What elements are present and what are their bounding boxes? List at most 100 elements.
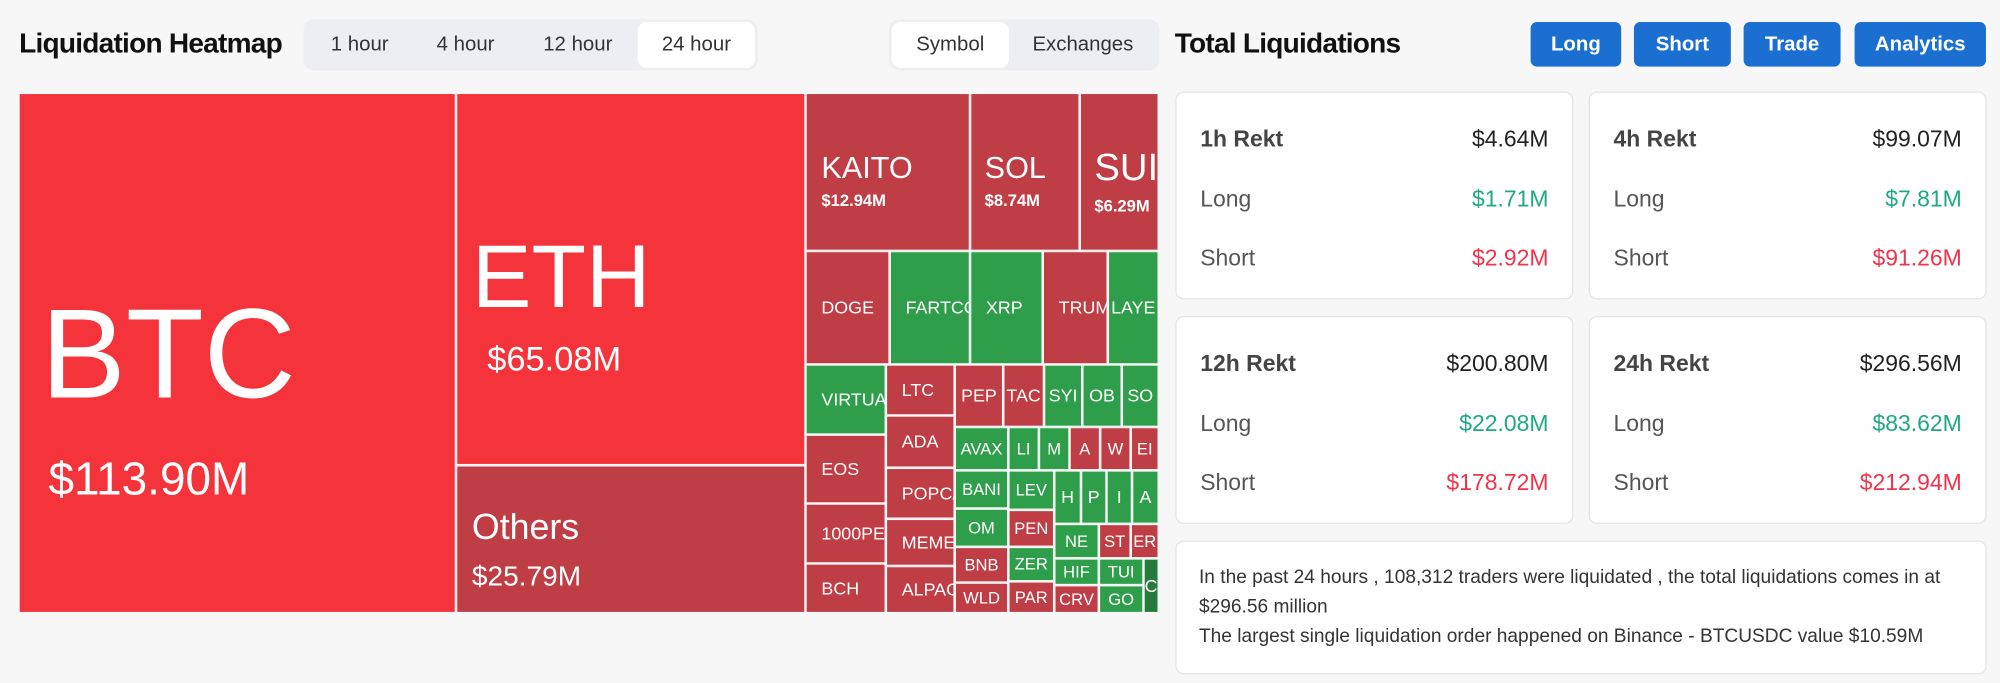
tile[interactable]: OB <box>1082 365 1122 427</box>
tile[interactable]: SO <box>1122 365 1159 427</box>
tile[interactable]: EOS <box>806 435 886 503</box>
card-row-value: $212.94M <box>1860 469 1962 495</box>
button-label[interactable]: Trade <box>1765 33 1819 55</box>
tile[interactable]: SYI <box>1044 365 1082 427</box>
tile[interactable]: LEV <box>1008 470 1054 510</box>
tile[interactable]: ETH $65.08M <box>456 93 805 465</box>
tile[interactable]: PEN <box>1008 510 1054 547</box>
tile[interactable]: WLD <box>955 583 1008 613</box>
tile[interactable]: BANI <box>955 470 1008 508</box>
button-label[interactable]: Analytics <box>1875 33 1966 55</box>
tile-bg <box>1082 365 1122 427</box>
tile[interactable]: Others $25.79M <box>456 465 805 613</box>
tile-bg <box>1054 558 1099 585</box>
button[interactable] <box>1743 21 1841 67</box>
tile-bg <box>1100 427 1131 470</box>
tile[interactable]: PEP <box>955 365 1003 427</box>
tile[interactable]: C <box>1144 558 1159 613</box>
tile[interactable]: BTC $113.90M <box>19 93 456 613</box>
rekt-card <box>1588 91 1987 300</box>
tile[interactable]: HIF <box>1054 558 1099 585</box>
card-row-value: $22.08M <box>1459 410 1548 436</box>
card-row-label: Long <box>1614 410 1665 436</box>
tile-symbol: FARTCO <box>906 298 978 318</box>
tile[interactable]: ER <box>1131 524 1159 558</box>
tile-symbol: OB <box>1089 386 1115 406</box>
tile-bg <box>806 93 970 251</box>
card-total: $99.07M <box>1872 126 1961 152</box>
tile[interactable]: A <box>1132 470 1159 524</box>
tile-bg <box>806 251 890 364</box>
tile-symbol: DOGE <box>821 298 874 318</box>
tile-symbol: H <box>1061 487 1074 507</box>
tile[interactable]: CRV <box>1054 585 1099 613</box>
tile-bg <box>1080 93 1159 251</box>
tile[interactable]: ALPACA <box>886 566 970 613</box>
tile[interactable]: LTC <box>886 365 955 415</box>
tile-symbol: BTC <box>41 284 296 426</box>
tile[interactable]: W <box>1100 427 1131 470</box>
button-label[interactable]: Long <box>1551 33 1601 55</box>
button[interactable] <box>1530 21 1622 67</box>
tile[interactable]: ADA <box>886 416 955 468</box>
tile[interactable]: FARTCO <box>890 251 978 364</box>
tile-bg <box>1054 470 1081 524</box>
tile-symbol: ADA <box>902 432 939 452</box>
tile-symbol: SUI <box>1094 146 1158 189</box>
button-label[interactable]: Short <box>1656 33 1709 55</box>
tile[interactable]: I <box>1107 470 1132 524</box>
tile[interactable]: MEMEF <box>886 519 966 566</box>
time-tab[interactable]: 4 hour <box>437 33 495 55</box>
time-tab[interactable]: 12 hour <box>543 33 612 55</box>
tile[interactable]: BCH <box>806 564 886 613</box>
tile[interactable]: OM <box>955 509 1008 547</box>
tile-bg <box>806 564 886 613</box>
tile[interactable]: SOL $8.74M <box>970 93 1080 251</box>
tile[interactable]: POPCA <box>886 468 964 519</box>
tile-symbol: BCH <box>821 578 859 598</box>
tile[interactable]: LAYE <box>1108 251 1159 364</box>
tile[interactable]: NE <box>1054 524 1099 558</box>
tile[interactable]: ST <box>1099 524 1131 558</box>
tile[interactable]: SUI $6.29M <box>1080 93 1159 251</box>
tile[interactable]: 1000PEF <box>806 504 896 563</box>
tile-bg <box>955 547 1008 582</box>
tile[interactable]: TUI <box>1099 558 1143 585</box>
tile-symbol: 1000PEF <box>821 523 895 543</box>
card-row-label: Long <box>1200 186 1251 212</box>
tile[interactable]: AVAX <box>955 427 1008 470</box>
view-tab[interactable]: Symbol <box>916 33 984 55</box>
tile[interactable]: GO <box>1099 585 1143 613</box>
tile[interactable]: P <box>1081 470 1106 524</box>
tile-symbol: EOS <box>821 459 859 479</box>
tile-bg <box>1039 427 1069 470</box>
tile[interactable]: VIRTUAL <box>806 365 896 434</box>
time-tab[interactable]: 24 hour <box>662 33 731 55</box>
tile-amount: $65.08M <box>487 340 621 378</box>
tile[interactable]: ZER <box>1008 547 1054 581</box>
button[interactable] <box>1633 21 1731 67</box>
tile[interactable]: EI <box>1131 427 1159 470</box>
tile-symbol: WLD <box>963 589 1000 608</box>
tile[interactable]: KAITO $12.94M <box>806 93 970 251</box>
tile[interactable]: LI <box>1008 427 1039 470</box>
tile[interactable]: PAR <box>1008 581 1054 613</box>
tile[interactable]: H <box>1054 470 1081 524</box>
tile[interactable]: BNB <box>955 547 1008 582</box>
tile-bg <box>1099 585 1143 613</box>
card-row-label: Short <box>1614 244 1669 270</box>
tile[interactable]: M <box>1039 427 1069 470</box>
tile[interactable]: TRUM <box>1043 251 1110 364</box>
tile-symbol: M <box>1047 439 1061 458</box>
tile-symbol: CRV <box>1059 590 1094 609</box>
button[interactable] <box>1854 21 1986 67</box>
view-tab[interactable]: Exchanges <box>1032 33 1133 55</box>
tile[interactable]: DOGE <box>806 251 890 364</box>
tile-bg <box>456 93 805 465</box>
tile[interactable]: A <box>1070 427 1100 470</box>
tile[interactable]: TAC <box>1003 365 1044 427</box>
tile-bg <box>1132 470 1159 524</box>
time-tab[interactable]: 1 hour <box>331 33 389 55</box>
tile[interactable]: XRP <box>970 251 1043 364</box>
